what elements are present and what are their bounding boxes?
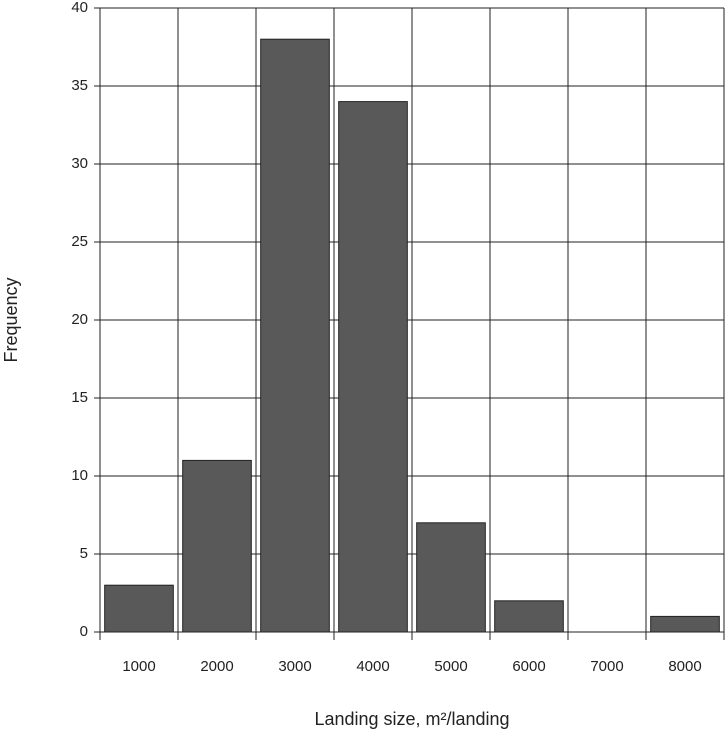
y-tick-label: 15 — [71, 389, 88, 406]
x-axis-label: Landing size, m²/landing — [314, 709, 509, 729]
y-tick-label: 10 — [71, 467, 88, 484]
y-tick-label: 35 — [71, 77, 88, 94]
y-tick-label: 20 — [71, 311, 88, 328]
y-tick-label: 5 — [80, 545, 88, 562]
x-tick-label: 8000 — [668, 658, 701, 675]
x-tick-label: 1000 — [122, 658, 155, 675]
y-axis-label: Frequency — [1, 277, 21, 362]
bar — [494, 600, 564, 633]
bar — [650, 615, 720, 633]
x-tick-label: 6000 — [512, 658, 545, 675]
bar — [416, 522, 486, 633]
y-tick-label: 0 — [80, 623, 88, 640]
x-tick-label: 5000 — [434, 658, 467, 675]
bar — [104, 584, 174, 633]
bar — [338, 101, 408, 633]
bar — [182, 459, 252, 633]
bar — [260, 38, 330, 633]
x-tick-label: 2000 — [200, 658, 233, 675]
y-tick-label: 40 — [71, 0, 88, 16]
x-tick-label: 3000 — [278, 658, 311, 675]
x-tick-label: 4000 — [356, 658, 389, 675]
x-tick-label: 7000 — [590, 658, 623, 675]
y-tick-label: 25 — [71, 233, 88, 250]
y-tick-label: 30 — [71, 155, 88, 172]
